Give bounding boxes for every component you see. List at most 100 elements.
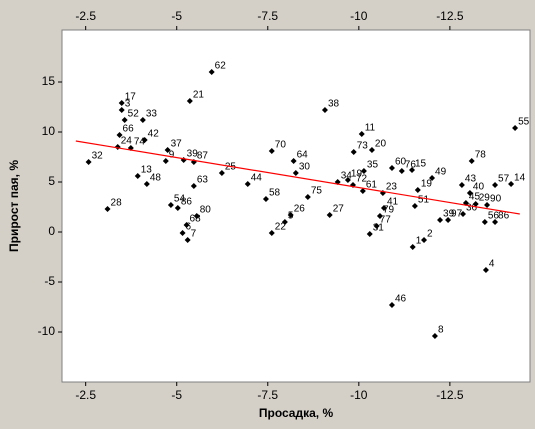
point [141,137,148,143]
point-label: 14 [514,173,526,184]
point [508,181,515,187]
point-label: 76 [405,160,417,171]
point [458,182,465,188]
x-tick-label: -5 [171,388,182,402]
point-label: 55 [518,117,530,128]
point [414,187,421,193]
point-label: 45 [469,192,481,203]
point-label: 75 [311,186,323,197]
point [85,159,92,165]
point [190,183,197,189]
point-label: 36 [466,203,478,214]
point-label: 48 [150,173,162,184]
point-label: 19 [421,179,433,190]
x-tick-label: -12.5 [436,388,464,402]
point-label: 31 [373,223,385,234]
x-tick-label-top: -12.5 [436,9,464,23]
point-label: 70 [275,140,287,151]
point-label: 1 [416,236,422,247]
point-label: 11 [365,123,376,134]
point-label: 39 [443,209,455,220]
point [118,107,125,113]
y-tick-label: -10 [38,324,56,338]
point [408,167,415,173]
point [492,182,499,188]
point [162,158,169,164]
point-label: 86 [181,197,193,208]
point [118,100,125,106]
point [350,149,357,155]
point-label: 34 [341,171,353,182]
point [174,205,181,211]
point [281,219,288,225]
point-label: 8 [438,325,444,336]
y-tick-label: 5 [48,174,55,188]
point-label: 32 [92,151,104,162]
point-label: 5 [288,211,294,222]
point [388,165,395,171]
point [134,173,141,179]
point-label: 29 [479,193,491,204]
point-label: 80 [200,205,212,216]
point-label: 38 [328,99,340,110]
point-label: 20 [375,139,387,150]
point [481,219,488,225]
point [409,244,416,250]
point [193,213,200,219]
point-label: 44 [251,173,263,184]
point-label: 58 [269,188,281,199]
point [186,98,193,104]
point-label: 23 [386,182,398,193]
point [421,237,428,243]
point-label: 46 [395,294,407,305]
point [290,158,297,164]
point [359,188,366,194]
point-label: 42 [148,129,160,140]
point [326,212,333,218]
y-tick-label: 15 [42,74,56,88]
point-label: 9 [169,150,175,161]
point-label: 61 [366,180,378,191]
point-label: 73 [357,141,369,152]
x-tick-label: -10 [350,388,368,402]
point [482,267,489,273]
point-label: 26 [294,204,306,215]
point-label: 30 [299,162,311,173]
x-tick-label-top: -10 [350,9,368,23]
point-label: 43 [465,174,477,185]
point-label: 19 [351,169,363,180]
point-label: 22 [275,222,287,233]
point [468,158,475,164]
point-label: 33 [146,109,158,120]
point-label: 21 [193,90,205,101]
y-axis-label: Прирост пая, % [7,160,21,252]
point [373,223,380,229]
point [358,131,365,137]
point [268,148,275,154]
point-label: 2 [427,229,433,240]
point [437,217,444,223]
point-label: 17 [125,92,137,103]
point [179,230,186,236]
point [183,222,190,228]
point [360,168,367,174]
point-label: 25 [225,162,237,173]
x-tick-label: -2.5 [75,388,96,402]
point-label: 86 [498,211,510,222]
point-label: 72 [356,174,368,185]
plot-area [61,29,531,383]
point [512,125,519,131]
x-tick-label-top: -7.5 [257,9,278,23]
point [139,117,146,123]
point-label: 66 [123,124,135,135]
point [429,175,436,181]
trend-line [75,140,520,215]
point [472,201,479,207]
point [218,170,225,176]
point-label: 54 [174,194,186,205]
point [287,212,294,218]
point-label: 37 [171,139,183,150]
point [121,117,128,123]
point [431,333,438,339]
